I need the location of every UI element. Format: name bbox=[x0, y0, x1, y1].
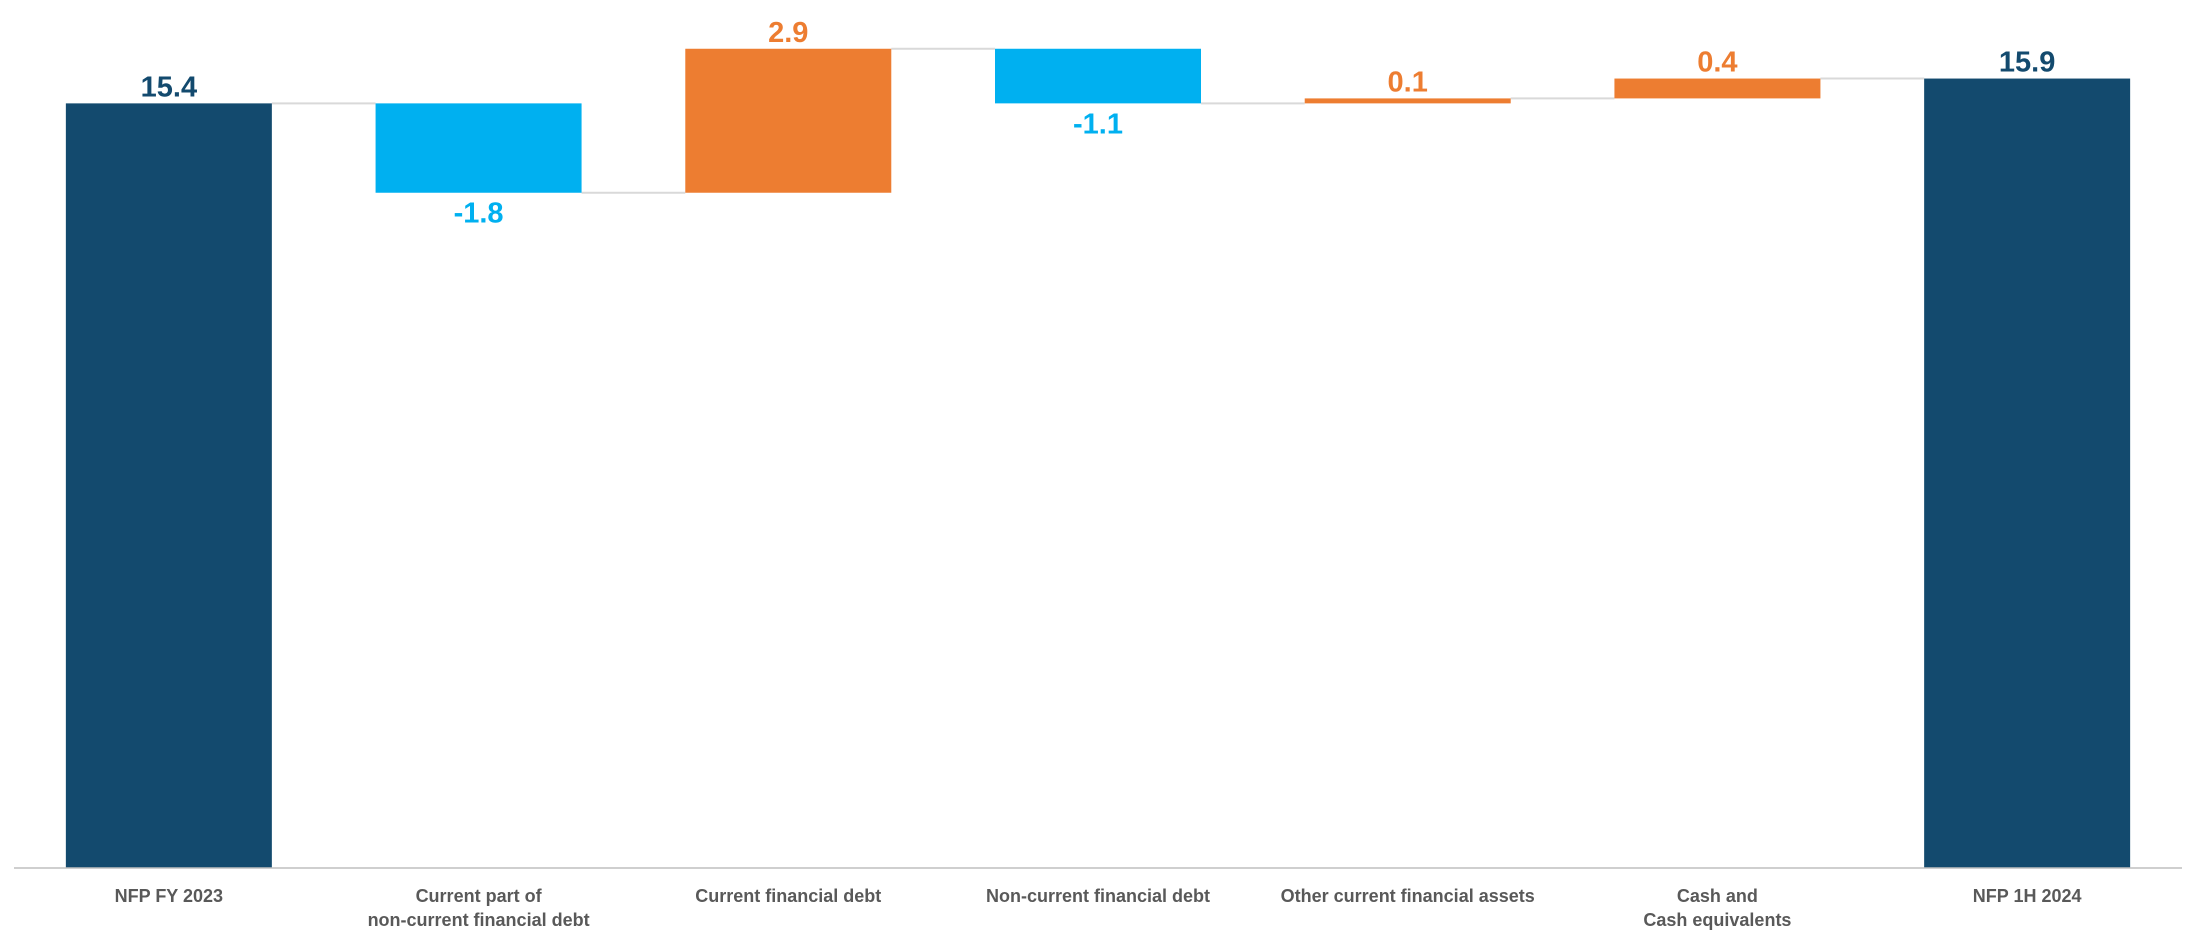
bar bbox=[1304, 98, 1511, 104]
category-label: Non-current financial debt bbox=[986, 886, 1210, 906]
data-label: 0.4 bbox=[1697, 47, 1737, 79]
category-label: Other current financial assets bbox=[1281, 886, 1535, 906]
category-label: Current financial debt bbox=[695, 886, 881, 906]
data-label: 15.4 bbox=[141, 71, 197, 103]
data-label: 2.9 bbox=[768, 17, 808, 49]
data-label: -1.8 bbox=[454, 198, 504, 230]
bar bbox=[1924, 78, 2131, 868]
bar bbox=[375, 103, 582, 193]
category-label: NFP 1H 2024 bbox=[1973, 886, 2082, 906]
category-label: NFP FY 2023 bbox=[115, 886, 223, 906]
data-label: -1.1 bbox=[1073, 108, 1123, 140]
category-label: Cash and Cash equivalents bbox=[1643, 886, 1791, 930]
bar bbox=[685, 48, 892, 193]
data-label: 15.9 bbox=[1999, 47, 2055, 79]
data-label: 0.1 bbox=[1388, 66, 1428, 98]
category-label: Current part of non-current financial deb… bbox=[368, 886, 590, 930]
bar bbox=[65, 103, 272, 869]
bar bbox=[995, 48, 1201, 104]
bar bbox=[1614, 78, 1821, 99]
